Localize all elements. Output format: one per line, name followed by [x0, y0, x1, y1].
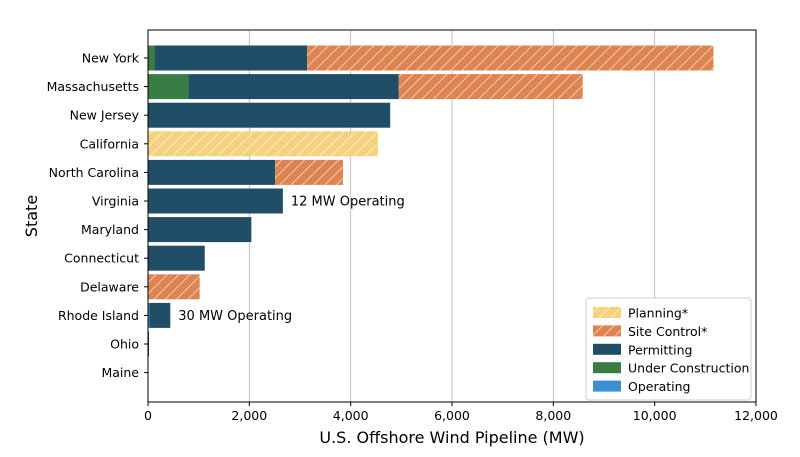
legend-swatch-under-construction: [593, 362, 621, 374]
x-axis-ticks: 0 2,000 4,000 6,000 8,000 10,000 12,000: [144, 402, 778, 423]
annotations: 12 MW Operating 30 MW Operating: [178, 195, 404, 324]
legend-label-planning: Planning*: [628, 306, 688, 321]
y-tick-label-new-york: New York: [82, 51, 140, 66]
bar-rhode-island-permitting: [149, 302, 171, 328]
bar-california-planning: [148, 131, 379, 157]
bar-delaware-site-control: [148, 274, 200, 300]
bars: [148, 45, 714, 357]
x-tick-label-10000: 10,000: [633, 408, 677, 423]
bar-massachusetts-under-construction: [148, 74, 189, 100]
y-tick-label-virginia: Virginia: [92, 194, 139, 209]
bar-ohio-permitting: [148, 331, 150, 357]
x-tick-label-12000: 12,000: [734, 408, 778, 423]
x-tick-label-6000: 6,000: [434, 408, 470, 423]
y-tick-label-maryland: Maryland: [81, 222, 139, 237]
legend-box: [585, 297, 752, 401]
annotation-rhode-island: 30 MW Operating: [178, 309, 292, 324]
y-tick-label-rhode-island: Rhode Island: [58, 308, 139, 323]
y-tick-label-delaware: Delaware: [80, 279, 139, 294]
legend-label-operating: Operating: [628, 379, 691, 394]
y-tick-label-ohio: Ohio: [110, 337, 139, 352]
bar-maryland-permitting: [148, 217, 252, 243]
y-tick-label-maine: Maine: [101, 365, 139, 380]
legend: Planning* Site Control* Permitting Under Co…: [585, 297, 752, 401]
bar-rhode-island-operating: [148, 302, 150, 328]
bar-connecticut-permitting: [148, 245, 205, 271]
legend-label-site-control: Site Control*: [628, 324, 707, 339]
y-tick-label-california: California: [80, 136, 139, 151]
y-tick-label-north-carolina: North Carolina: [49, 165, 139, 180]
annotation-virginia: 12 MW Operating: [291, 195, 405, 210]
bar-new-york-permitting: [154, 45, 308, 71]
bar-new-york-site-control: [307, 45, 714, 71]
legend-label-under-construction: Under Construction: [628, 361, 749, 376]
bar-virginia-permitting: [148, 188, 283, 214]
legend-swatch-permitting: [593, 343, 621, 355]
legend-label-permitting: Permitting: [628, 342, 692, 357]
x-tick-label-8000: 8,000: [535, 408, 571, 423]
legend-swatch-planning: [593, 307, 621, 318]
y-tick-label-massachusetts: Massachusetts: [47, 79, 139, 94]
y-axis-title: State: [22, 195, 41, 237]
bar-north-carolina-site-control: [275, 159, 344, 185]
legend-swatch-operating: [593, 380, 621, 392]
bar-massachusetts-permitting: [188, 74, 399, 100]
x-axis-title: U.S. Offshore Wind Pipeline (MW): [319, 428, 584, 447]
bar-massachusetts-site-control: [398, 74, 583, 100]
bar-new-york-under-construction: [148, 45, 155, 71]
bar-new-jersey-permitting: [148, 102, 391, 128]
y-tick-label-new-jersey: New Jersey: [70, 108, 140, 123]
y-tick-label-connecticut: Connecticut: [64, 251, 139, 266]
bar-north-carolina-permitting: [148, 159, 276, 185]
x-tick-label-2000: 2,000: [231, 408, 267, 423]
x-tick-label-4000: 4,000: [333, 408, 369, 423]
y-axis-ticks: New York Massachusetts New Jersey Californi…: [47, 51, 148, 380]
x-tick-label-0: 0: [144, 408, 152, 423]
legend-swatch-site-control: [593, 325, 621, 337]
